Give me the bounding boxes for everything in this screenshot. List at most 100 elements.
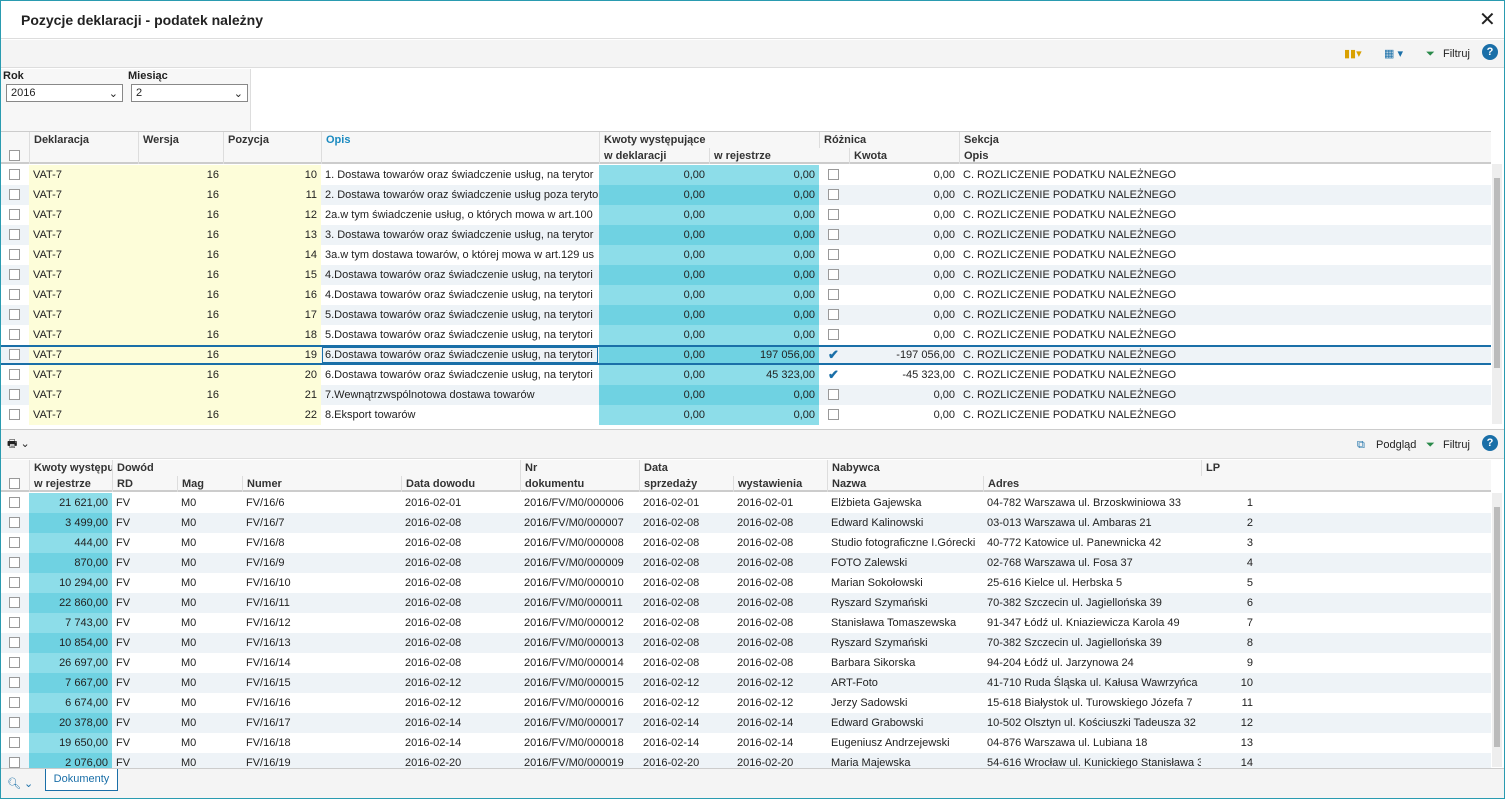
table-cell: 22 xyxy=(304,409,317,421)
checkbox[interactable] xyxy=(9,717,20,728)
checkbox[interactable] xyxy=(9,657,20,668)
cell-bg xyxy=(29,285,321,305)
checkbox[interactable] xyxy=(9,349,20,360)
filter-button[interactable]: Filtruj xyxy=(1443,48,1470,60)
table-cell: 5.Dostawa towarów oraz świadczenie usług… xyxy=(325,329,593,341)
checkbox[interactable] xyxy=(9,577,20,588)
column-header: sprzedaży xyxy=(639,476,733,492)
preview-button[interactable]: Podgląd xyxy=(1376,439,1417,451)
checkbox[interactable] xyxy=(828,389,839,400)
checkbox[interactable] xyxy=(9,229,20,240)
table-cell: C. ROZLICZENIE PODATKU NALEŻNEGO xyxy=(963,309,1177,321)
table-cell: VAT-7 xyxy=(33,309,62,321)
column-header: wystawienia xyxy=(733,476,827,492)
table-cell: FV xyxy=(116,517,131,529)
search-button[interactable]: 🔍︎ ⌄ xyxy=(7,778,34,790)
table-cell: 7 xyxy=(1246,617,1253,629)
checkbox[interactable] xyxy=(828,329,839,340)
table-cell: 16 xyxy=(206,369,219,381)
table-row[interactable] xyxy=(1,713,1491,733)
checkbox[interactable] xyxy=(9,169,20,180)
column-header: Opis xyxy=(959,148,1255,164)
help-button[interactable]: ? xyxy=(1482,435,1498,451)
checkbox[interactable] xyxy=(9,557,20,568)
table-cell: 16 xyxy=(206,349,219,361)
checkbox[interactable] xyxy=(9,697,20,708)
year-select[interactable]: 2016 ⌄ xyxy=(6,84,123,102)
cell-bg xyxy=(29,713,112,733)
table-cell: FV/16/18 xyxy=(246,737,291,749)
checkbox[interactable] xyxy=(828,249,839,260)
table-cell: 2016-02-01 xyxy=(643,497,700,509)
checkbox[interactable] xyxy=(9,369,20,380)
table-row[interactable] xyxy=(1,513,1491,533)
table-row[interactable] xyxy=(1,533,1491,553)
table-row[interactable] xyxy=(1,493,1491,513)
checkbox[interactable]: ✔ xyxy=(828,347,839,362)
checkbox[interactable] xyxy=(828,309,839,320)
column-header: Data dowodu xyxy=(401,476,520,492)
table-row[interactable] xyxy=(1,553,1491,573)
table-row[interactable] xyxy=(1,733,1491,753)
report-button[interactable]: ▦ ▾ xyxy=(1384,48,1403,60)
checkbox[interactable] xyxy=(9,189,20,200)
table-cell: 0,00 xyxy=(793,289,815,301)
checkbox[interactable] xyxy=(9,497,20,508)
checkbox[interactable] xyxy=(9,617,20,628)
print-button[interactable]: 🖶 ⌄ xyxy=(7,438,30,450)
checkbox[interactable] xyxy=(9,517,20,528)
checkbox[interactable] xyxy=(828,209,839,220)
checkbox[interactable] xyxy=(828,189,839,200)
table-cell: 2016/FV/M0/000019 xyxy=(524,757,624,768)
checkbox[interactable] xyxy=(9,597,20,608)
checkbox[interactable] xyxy=(9,209,20,220)
checkbox[interactable] xyxy=(828,269,839,280)
checkbox[interactable] xyxy=(9,478,20,489)
checkbox[interactable] xyxy=(9,249,20,260)
checkbox[interactable] xyxy=(9,677,20,688)
checkbox[interactable] xyxy=(9,289,20,300)
column-header: Kwoty występujące xyxy=(599,132,819,148)
table-row[interactable] xyxy=(1,613,1491,633)
checkbox[interactable] xyxy=(828,229,839,240)
checkbox[interactable] xyxy=(9,389,20,400)
filter-button[interactable]: Filtruj xyxy=(1443,439,1470,451)
table-row[interactable] xyxy=(1,753,1491,768)
table-row[interactable] xyxy=(1,573,1491,593)
checkbox[interactable] xyxy=(9,637,20,648)
table-cell: 2016-02-20 xyxy=(737,757,794,768)
help-button[interactable]: ? xyxy=(1482,44,1498,60)
close-button[interactable]: ✕ xyxy=(1479,9,1496,31)
chart-button[interactable]: ▮▮▾ xyxy=(1344,48,1362,60)
checkbox[interactable] xyxy=(828,169,839,180)
checkbox[interactable]: ✔ xyxy=(828,367,839,382)
table-cell: C. ROZLICZENIE PODATKU NALEŻNEGO xyxy=(963,229,1177,241)
table-row[interactable] xyxy=(1,633,1491,653)
table-cell: 870,00 xyxy=(74,557,108,569)
checkbox[interactable] xyxy=(9,737,20,748)
checkbox[interactable] xyxy=(9,150,20,161)
checkbox[interactable] xyxy=(828,409,839,420)
table-cell: 16 xyxy=(206,209,219,221)
checkbox[interactable] xyxy=(9,309,20,320)
checkbox[interactable] xyxy=(9,537,20,548)
table-cell: C. ROZLICZENIE PODATKU NALEŻNEGO xyxy=(963,249,1177,261)
table-cell: M0 xyxy=(181,557,197,569)
table-row[interactable] xyxy=(1,673,1491,693)
checkbox[interactable] xyxy=(9,329,20,340)
tab[interactable]: Dokumenty xyxy=(45,769,118,791)
column-header: Data xyxy=(639,460,827,476)
cell-bg xyxy=(599,165,819,185)
checkbox[interactable] xyxy=(9,409,20,420)
checkbox[interactable] xyxy=(9,757,20,768)
table-cell: Elżbieta Gajewska xyxy=(831,497,922,509)
table-cell: 2016-02-12 xyxy=(405,697,462,709)
month-select[interactable]: 2 ⌄ xyxy=(131,84,248,102)
table-cell: 16 xyxy=(206,409,219,421)
table-row[interactable] xyxy=(1,593,1491,613)
checkbox[interactable] xyxy=(828,289,839,300)
table-cell: 20 xyxy=(304,369,317,381)
table-row[interactable] xyxy=(1,653,1491,673)
table-row[interactable] xyxy=(1,693,1491,713)
checkbox[interactable] xyxy=(9,269,20,280)
